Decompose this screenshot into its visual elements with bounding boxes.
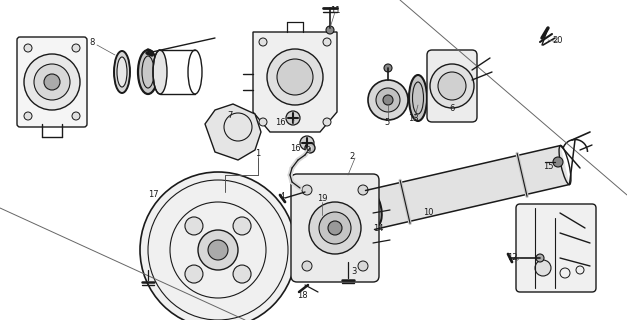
Circle shape xyxy=(233,265,251,283)
Polygon shape xyxy=(253,32,337,132)
Circle shape xyxy=(277,59,313,95)
Circle shape xyxy=(358,185,368,195)
Circle shape xyxy=(376,88,400,112)
Circle shape xyxy=(185,217,203,235)
Circle shape xyxy=(323,38,331,46)
Circle shape xyxy=(535,260,551,276)
Ellipse shape xyxy=(364,190,376,229)
Text: 15: 15 xyxy=(543,162,553,171)
Circle shape xyxy=(208,240,228,260)
FancyBboxPatch shape xyxy=(17,37,87,127)
Text: 7: 7 xyxy=(228,110,233,119)
Circle shape xyxy=(323,118,331,126)
Text: 10: 10 xyxy=(423,207,433,217)
Text: 3: 3 xyxy=(351,268,357,276)
Circle shape xyxy=(302,185,312,195)
Circle shape xyxy=(267,49,323,105)
Ellipse shape xyxy=(114,51,130,93)
Circle shape xyxy=(233,217,251,235)
Circle shape xyxy=(368,80,408,120)
Circle shape xyxy=(34,64,70,100)
Circle shape xyxy=(286,111,300,125)
Circle shape xyxy=(259,38,267,46)
Text: 8: 8 xyxy=(89,37,95,46)
Text: 16: 16 xyxy=(275,117,285,126)
Ellipse shape xyxy=(153,50,167,94)
Text: 16: 16 xyxy=(290,143,300,153)
Circle shape xyxy=(430,64,474,108)
Circle shape xyxy=(326,26,334,34)
Text: 6: 6 xyxy=(450,103,455,113)
Circle shape xyxy=(302,261,312,271)
Circle shape xyxy=(553,157,563,167)
Text: 11: 11 xyxy=(330,5,340,14)
Circle shape xyxy=(438,72,466,100)
Circle shape xyxy=(305,143,315,153)
Circle shape xyxy=(358,261,368,271)
Circle shape xyxy=(198,230,238,270)
Ellipse shape xyxy=(138,50,158,94)
Ellipse shape xyxy=(409,75,427,121)
Text: 2: 2 xyxy=(349,151,355,161)
Circle shape xyxy=(72,44,80,52)
Polygon shape xyxy=(366,146,569,229)
Text: 9: 9 xyxy=(305,146,310,155)
Text: 1: 1 xyxy=(255,148,261,157)
FancyBboxPatch shape xyxy=(291,174,379,282)
Text: 20: 20 xyxy=(553,36,563,44)
Circle shape xyxy=(383,95,393,105)
Circle shape xyxy=(44,74,60,90)
Text: 14: 14 xyxy=(372,223,383,233)
Polygon shape xyxy=(205,104,261,160)
Circle shape xyxy=(72,112,80,120)
Circle shape xyxy=(536,254,544,262)
Circle shape xyxy=(384,64,392,72)
Text: 18: 18 xyxy=(297,291,307,300)
Circle shape xyxy=(328,221,342,235)
Circle shape xyxy=(300,136,314,150)
Ellipse shape xyxy=(117,57,127,87)
Circle shape xyxy=(140,172,296,320)
Text: 5: 5 xyxy=(384,117,389,126)
Circle shape xyxy=(24,54,80,110)
Circle shape xyxy=(259,118,267,126)
Text: 19: 19 xyxy=(317,194,327,203)
Circle shape xyxy=(24,44,32,52)
FancyBboxPatch shape xyxy=(516,204,596,292)
Ellipse shape xyxy=(362,189,382,227)
Text: 12: 12 xyxy=(507,253,517,262)
Circle shape xyxy=(294,182,306,194)
Text: 17: 17 xyxy=(148,189,158,198)
Circle shape xyxy=(309,202,361,254)
FancyBboxPatch shape xyxy=(427,50,477,122)
Text: 13: 13 xyxy=(408,114,418,123)
Circle shape xyxy=(24,112,32,120)
Text: 4: 4 xyxy=(280,191,285,201)
Circle shape xyxy=(185,265,203,283)
Circle shape xyxy=(319,212,351,244)
